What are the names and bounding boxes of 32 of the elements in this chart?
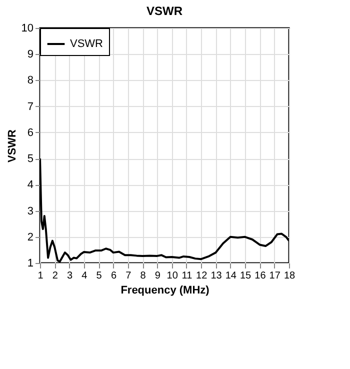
- y-tick-label: 9: [27, 48, 34, 61]
- x-tick-label: 6: [110, 270, 117, 282]
- x-tick-label: 1: [38, 270, 44, 282]
- x-tick-label: 18: [284, 270, 296, 282]
- y-tick-label: 3: [27, 205, 34, 218]
- x-tick-label: 9: [154, 270, 161, 282]
- x-tick-label: 8: [140, 270, 146, 282]
- x-axis-title: Frequency (MHz): [120, 284, 210, 296]
- y-tick-label: 8: [27, 74, 34, 87]
- legend-label: VSWR: [70, 38, 104, 50]
- y-axis-title: VSWR: [6, 129, 18, 162]
- y-tick-label: 10: [21, 22, 34, 34]
- x-tick-label: 10: [166, 270, 178, 282]
- x-tick-label: 3: [67, 270, 74, 282]
- y-tick-label: 4: [27, 179, 34, 192]
- x-tick-label: 12: [196, 270, 208, 282]
- y-tick-label: 5: [27, 153, 34, 166]
- x-tick-label: 11: [182, 270, 193, 282]
- x-tick-label: 15: [240, 270, 252, 282]
- x-tick-label: 17: [269, 270, 281, 282]
- x-tick-label: 13: [210, 270, 222, 282]
- y-tick-label: 1: [27, 258, 34, 270]
- chart-title: VSWR: [146, 4, 183, 18]
- x-tick-label: 4: [82, 270, 88, 282]
- x-tick-label: 5: [96, 270, 102, 282]
- y-tick-label: 7: [27, 100, 34, 113]
- x-tick-label: 14: [225, 270, 237, 282]
- x-tick-label: 2: [52, 270, 58, 282]
- y-tick-label: 6: [27, 126, 34, 139]
- y-tick-label: 2: [27, 231, 34, 244]
- x-tick-label: 7: [126, 270, 132, 282]
- x-tick-label: 16: [254, 270, 266, 282]
